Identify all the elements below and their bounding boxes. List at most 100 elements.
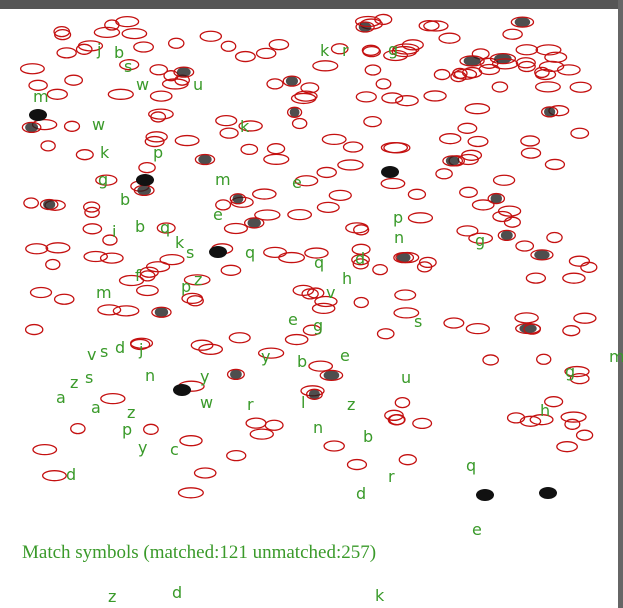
spot-label: h [342,269,352,288]
dark-spot [464,56,481,66]
spot-label: z [347,395,355,414]
spot-label: p [393,208,403,227]
spot-label: a [56,388,66,407]
spot-label: b [114,43,124,62]
spot-label: p [153,143,163,162]
spot-label: d [66,465,76,484]
spot-label: k [320,41,330,60]
spot-label: r [388,467,395,486]
spot-label: g [475,231,485,250]
dark-spot [209,246,227,258]
spot-label: k [375,586,385,605]
spot-label: v [87,345,96,364]
spot-label: z [108,587,116,606]
spot-label: y [138,438,147,457]
spot-label: j [96,40,101,59]
spot-label: q [466,456,476,475]
spot-label: s [124,57,132,76]
spot-label: d [355,249,365,268]
spot-label: d [172,583,182,602]
spot-label: g [565,362,575,381]
dark-spot [290,107,300,117]
dark-spot [233,194,244,204]
dark-spot [25,122,38,132]
dark-spot [309,389,320,399]
spot-label: k [100,143,110,162]
spot-label: z [70,373,78,392]
spot-label: d [356,484,366,503]
top-border [0,0,623,9]
spot-label: g [388,40,398,59]
spot-label: h [540,401,550,420]
spot-label: m [96,283,112,302]
spot-label: e [213,205,223,224]
spot-label: l [301,393,305,412]
spot-label: z [194,270,202,289]
dark-spot [515,17,531,27]
spot-label: m [33,87,49,106]
spot-label: v [326,283,335,302]
spot-label: s [186,243,194,262]
spot-label: s [414,312,422,331]
spot-label: y [200,367,209,386]
spot-label: e [472,520,482,539]
spot-label: q [245,243,255,262]
dark-spot [476,489,494,501]
spot-label: u [401,368,411,387]
spot-label: k [175,233,185,252]
spot-label: w [92,115,105,134]
dark-spot [198,155,211,165]
dark-spot [286,76,298,86]
dark-spot [534,250,549,260]
spot-label: r [247,395,254,414]
dark-spot [501,230,513,240]
dark-spot [177,67,191,77]
spot-label: b [363,427,373,446]
dark-spot [173,384,191,396]
dark-spot [230,369,242,379]
spot-label: g [313,316,323,335]
spot-label: c [170,440,179,459]
spot-label: e [340,346,350,365]
spot-label: a [91,398,101,417]
dark-spot [136,174,154,186]
right-border [618,0,623,608]
spot-label: p [122,420,132,439]
spot-label: r [342,41,349,60]
caption: Match symbols (matched:121 unmatched:257… [22,542,376,563]
spot-label: q [160,218,170,237]
dark-spot [43,199,55,209]
spot-label: b [120,190,130,209]
dark-spot [491,194,502,204]
spot-label: n [313,418,323,437]
gel-view: jbskrgmwuwkkpgmebepibqksqngqdhvpzmfsgeyb… [0,0,623,608]
spot-label: n [145,366,155,385]
dark-spot [29,109,47,121]
spot-label: b [135,217,145,236]
spot-label: p [181,277,191,296]
dark-spot [248,218,261,228]
dark-spot [544,107,555,117]
spot-label: q [314,253,324,272]
spot-label: m [609,347,623,366]
spot-label: d [115,338,125,357]
spot-label: j [138,340,143,359]
spot-label: g [98,170,108,189]
spot-label: e [292,173,302,192]
spot-label: w [200,393,213,412]
spot-label: s [100,342,108,361]
dark-spot [137,185,151,195]
spot-label: k [240,117,250,136]
spot-label: w [136,75,149,94]
spot-label: e [288,310,298,329]
spot-label: f [135,266,141,285]
dark-spot [381,166,399,178]
spot-label: y [261,347,270,366]
dark-spot [446,156,460,166]
spot-label: b [297,352,307,371]
dark-spot [155,307,168,317]
spot-label: i [112,222,116,241]
spot-label: s [85,368,93,387]
dark-spot [539,487,557,499]
spot-label: n [394,228,404,247]
